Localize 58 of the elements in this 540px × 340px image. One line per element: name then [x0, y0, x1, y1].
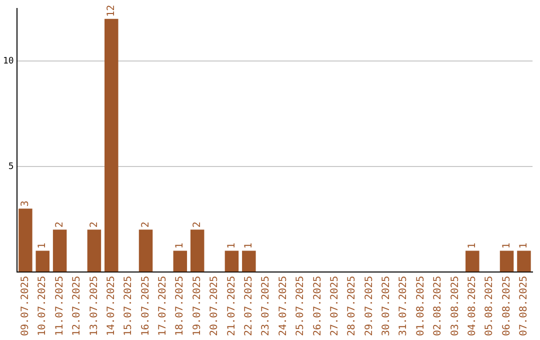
bar — [36, 250, 50, 272]
x-tick-label: 22.07.2025 — [244, 276, 255, 336]
x-tick-label: 28.07.2025 — [346, 276, 358, 336]
data-label: 1 — [466, 242, 478, 249]
data-label: 1 — [174, 242, 186, 249]
x-tick-label: 11.07.2025 — [54, 276, 66, 336]
data-label: 1 — [37, 242, 48, 249]
bar — [224, 250, 239, 272]
bar — [138, 230, 153, 272]
x-tick-label: 16.07.2025 — [140, 276, 152, 336]
x-tick-label: 19.07.2025 — [192, 276, 203, 336]
data-label: 3 — [20, 200, 32, 207]
x-tick-label: 07.08.2025 — [518, 276, 530, 336]
bar — [18, 208, 32, 272]
data-label: 1 — [518, 242, 530, 249]
x-tick-label: 27.07.2025 — [329, 276, 340, 336]
data-label: 2 — [54, 222, 66, 228]
x-tick-label: 15.07.2025 — [123, 276, 134, 336]
bar — [104, 18, 118, 272]
x-tick-label: 31.07.2025 — [398, 276, 410, 336]
data-label: 2 — [192, 222, 203, 228]
bar — [190, 230, 204, 272]
x-tick-label: 01.08.2025 — [415, 276, 426, 336]
x-tick-label: 25.07.2025 — [295, 276, 306, 336]
y-tick-label: 10 — [2, 56, 14, 66]
x-tick-label: 09.07.2025 — [20, 276, 32, 336]
x-tick-label: 06.08.2025 — [501, 276, 512, 336]
bar — [87, 230, 102, 272]
x-tick-label: 20.07.2025 — [209, 276, 220, 336]
x-tick-label: 18.07.2025 — [174, 276, 186, 336]
data-label: 2 — [88, 222, 100, 228]
x-tick-label: 29.07.2025 — [364, 276, 375, 336]
x-tick-label: 24.07.2025 — [278, 276, 289, 336]
data-label: 1 — [501, 242, 512, 249]
bar — [500, 250, 514, 272]
x-tick-label: 23.07.2025 — [260, 276, 272, 336]
x-tick-label: 05.08.2025 — [484, 276, 496, 336]
x-tick-label: 17.07.2025 — [158, 276, 169, 336]
bar — [466, 250, 480, 272]
x-tick-label: 02.08.2025 — [432, 276, 444, 336]
x-tick-label: 30.07.2025 — [381, 276, 392, 336]
x-tick-label: 14.07.2025 — [106, 276, 117, 336]
x-tick-label: 04.08.2025 — [466, 276, 478, 336]
x-tick-label: 13.07.2025 — [88, 276, 100, 336]
bar — [52, 230, 67, 272]
x-tick-label: 21.07.2025 — [226, 276, 238, 336]
bar — [242, 250, 256, 272]
x-tick-label: 12.07.2025 — [72, 276, 83, 336]
x-tick-label: 03.08.2025 — [450, 276, 461, 336]
bar — [173, 250, 188, 272]
data-label: 2 — [140, 222, 152, 228]
x-tick-label: 10.07.2025 — [37, 276, 48, 336]
data-label: 12 — [106, 4, 117, 17]
y-tick-label: 5 — [8, 162, 14, 172]
bar — [517, 250, 531, 272]
data-label: 1 — [226, 242, 238, 249]
data-label: 1 — [244, 242, 255, 249]
x-tick-label: 26.07.2025 — [312, 276, 324, 336]
